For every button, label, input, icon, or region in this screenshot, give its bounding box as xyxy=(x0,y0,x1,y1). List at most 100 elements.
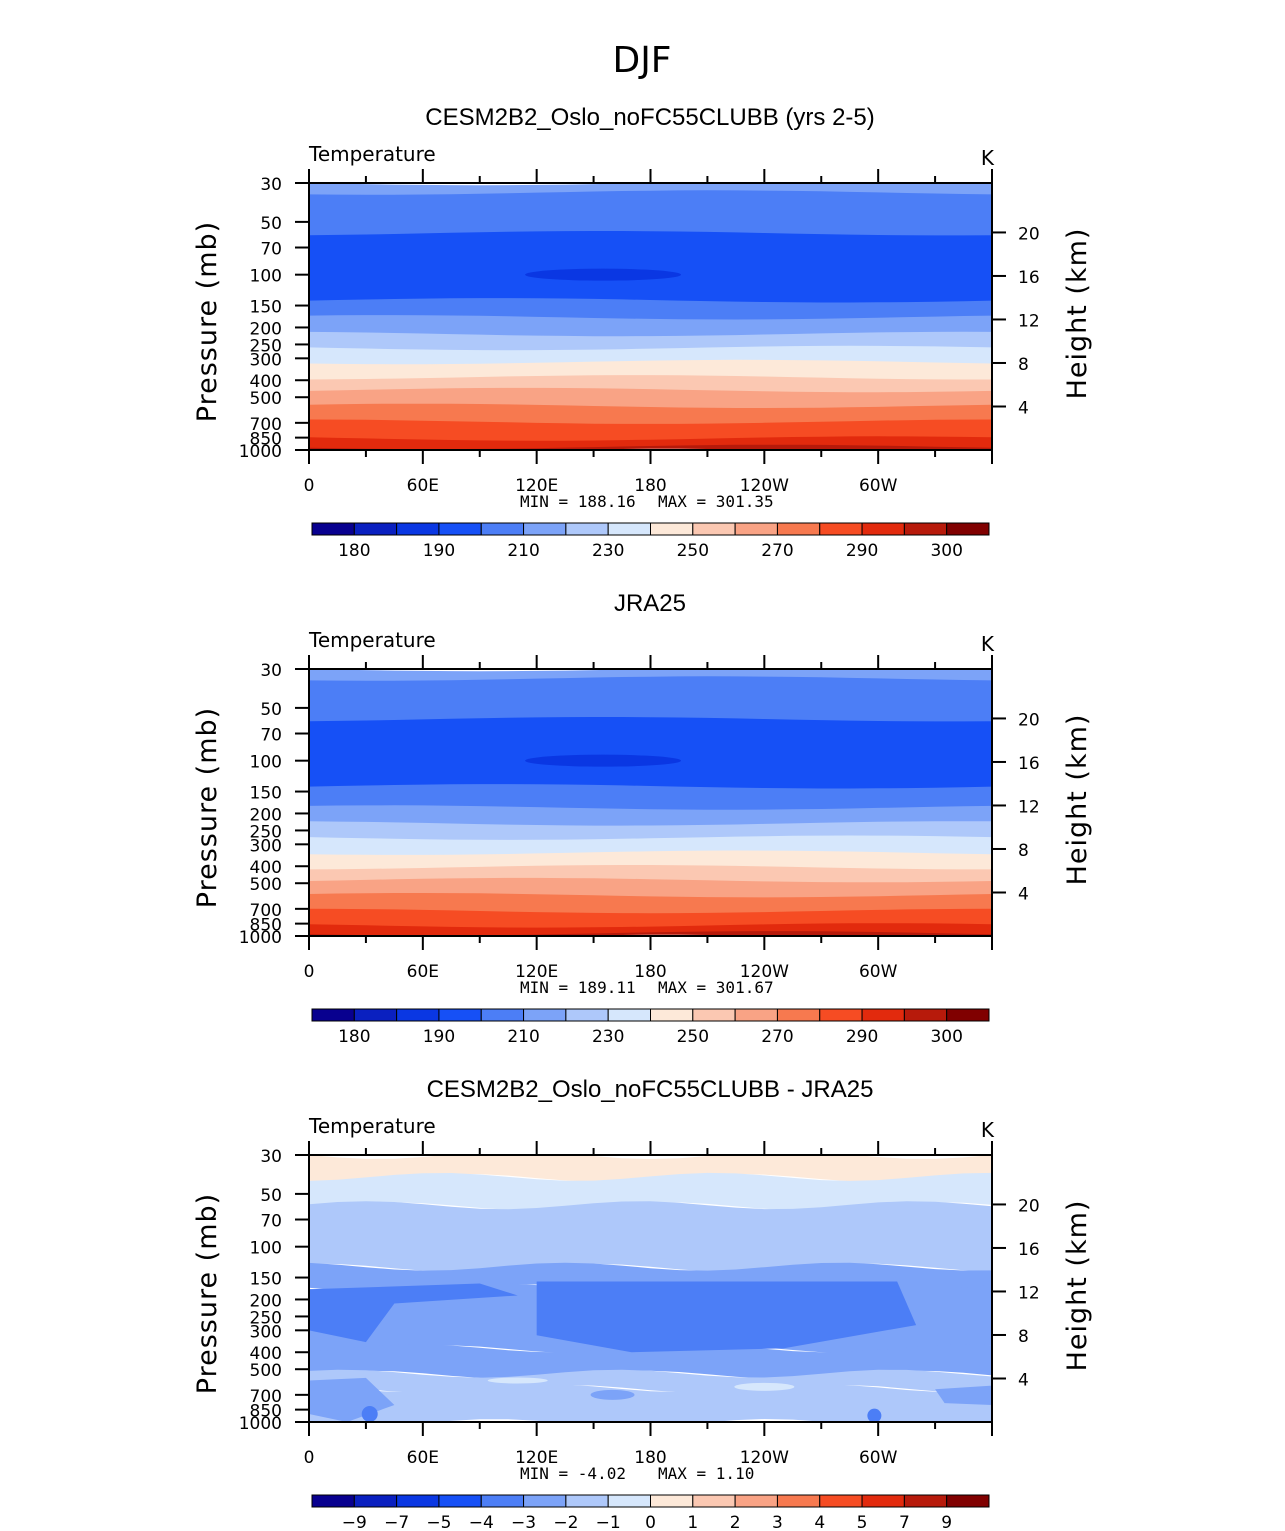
colorbar-box xyxy=(438,1008,482,1022)
colorbar-box xyxy=(438,522,482,536)
y-tick-label: 700 xyxy=(250,415,282,435)
contour-band xyxy=(309,345,992,366)
y-tick-label: 850 xyxy=(250,1402,282,1422)
y2-tick-label: 12 xyxy=(1018,311,1040,331)
contour-band xyxy=(309,1201,992,1272)
colorbar-box xyxy=(607,1494,651,1508)
contour-band xyxy=(309,784,992,811)
panels: CESM2B2_Oslo_noFC55CLUBB (yrs 2-5) Temper… xyxy=(192,104,1093,1531)
colorbar-label: 3 xyxy=(772,1513,783,1531)
contour-band xyxy=(309,923,992,936)
y-tick-label: 50 xyxy=(260,1186,282,1206)
y-tick-label: 300 xyxy=(250,836,282,856)
anomaly-blob xyxy=(935,1385,992,1406)
colorbar: 180 190 210 230 250 270 290 300 xyxy=(311,1008,990,1047)
y-tick-label: 30 xyxy=(260,661,282,681)
anomaly-blob xyxy=(590,1389,635,1400)
y2-tick-label: 8 xyxy=(1018,355,1029,375)
contour-band xyxy=(309,436,992,450)
colorbar: 180 190 210 230 250 270 290 300 xyxy=(311,522,990,561)
panel-title: CESM2B2_Oslo_noFC55CLUBB (yrs 2-5) xyxy=(425,104,875,131)
colorbar-label: 0 xyxy=(645,1513,656,1531)
y2-tick-label: 8 xyxy=(1018,1327,1029,1347)
y-tick-label: 1000 xyxy=(239,442,282,462)
colorbar-box xyxy=(776,522,821,536)
colorbar-box xyxy=(776,1494,821,1508)
x-tick-label: 120E xyxy=(515,1448,558,1468)
contour-band xyxy=(309,419,992,442)
colorbar-box xyxy=(734,1494,778,1508)
y2-tick-label: 4 xyxy=(1018,1370,1029,1390)
y2-tick-label: 20 xyxy=(1018,224,1040,244)
colorbar-label: −1 xyxy=(596,1513,621,1531)
y2-axis-label: Height (km) xyxy=(1062,228,1093,400)
colorbar-box xyxy=(311,1494,355,1508)
y-tick-label: 500 xyxy=(250,389,282,409)
colorbar-label: 5 xyxy=(857,1513,868,1531)
y-axis-label: Pressure (mb) xyxy=(192,707,223,908)
x-tick-label: 60W xyxy=(859,1448,898,1468)
x-tick-label: 0 xyxy=(304,1448,315,1468)
colorbar-label: 290 xyxy=(846,1027,878,1047)
y2-tick-label: 20 xyxy=(1018,1196,1040,1216)
colorbar-box xyxy=(776,1008,821,1022)
contour-band xyxy=(309,403,992,425)
x-tick-label: 180 xyxy=(634,1448,666,1468)
y-tick-label: 100 xyxy=(250,267,282,287)
colorbar-box xyxy=(396,522,440,536)
units-label: K xyxy=(981,632,995,656)
y-tick-label: 250 xyxy=(250,336,282,356)
x-tick-label: 60W xyxy=(859,962,898,982)
colorbar-box xyxy=(523,1008,567,1022)
y-tick-label: 1000 xyxy=(239,1414,282,1434)
contour-band xyxy=(309,444,992,450)
colorbar-label: 190 xyxy=(423,1027,455,1047)
y2-axis-label: Height (km) xyxy=(1062,1200,1093,1372)
anomaly-blob xyxy=(536,1281,917,1353)
colorbar-box xyxy=(396,1008,440,1022)
y-tick-label: 850 xyxy=(250,430,282,450)
contour-band xyxy=(309,298,992,321)
colorbar-label: 180 xyxy=(338,541,370,561)
max-label: MAX = 301.67 xyxy=(658,978,774,997)
contour-band xyxy=(309,893,992,915)
colorbar-box xyxy=(692,1494,736,1508)
y2-tick-label: 16 xyxy=(1018,268,1040,288)
anomaly-blob xyxy=(309,1283,518,1343)
x-tick-label: 60W xyxy=(859,476,898,496)
y-tick-label: 400 xyxy=(250,1344,282,1364)
contour-band xyxy=(309,850,992,871)
contour-band xyxy=(309,877,992,899)
colorbar-box xyxy=(861,1008,905,1022)
contour-band xyxy=(309,315,992,338)
y-tick-label: 100 xyxy=(250,753,282,773)
max-label: MAX = 1.10 xyxy=(658,1464,754,1483)
variable-label: Temperature xyxy=(308,142,436,166)
panel-model: CESM2B2_Oslo_noFC55CLUBB (yrs 2-5) Temper… xyxy=(192,104,1093,561)
x-tick-label: 0 xyxy=(304,962,315,982)
contour-band xyxy=(309,183,992,196)
x-tick-label: 180 xyxy=(634,962,666,982)
colorbar-box xyxy=(692,522,736,536)
colorbar-label: 190 xyxy=(423,541,455,561)
x-tick-label: 60E xyxy=(407,1448,439,1468)
colorbar-label: 250 xyxy=(677,1027,709,1047)
y2-tick-label: 12 xyxy=(1018,797,1040,817)
colorbar-label: 2 xyxy=(730,1513,741,1531)
colorbar-box xyxy=(353,522,398,536)
colorbar-box xyxy=(311,1008,355,1022)
colorbar-label: 230 xyxy=(592,1027,624,1047)
x-tick-label: 120E xyxy=(515,962,558,982)
colorbar-box xyxy=(396,1494,440,1508)
colorbar-label: 180 xyxy=(338,1027,370,1047)
min-label: MIN = 188.16 xyxy=(520,492,636,511)
colorbar-label: 210 xyxy=(507,541,539,561)
contour-band xyxy=(309,676,992,723)
anomaly-blob xyxy=(734,1382,795,1391)
colorbar-box xyxy=(903,1008,948,1022)
contour-band xyxy=(309,387,992,409)
y2-tick-label: 16 xyxy=(1018,754,1040,774)
colorbar-label: −9 xyxy=(342,1513,367,1531)
units-label: K xyxy=(981,1118,995,1142)
contour-band xyxy=(309,1155,992,1182)
